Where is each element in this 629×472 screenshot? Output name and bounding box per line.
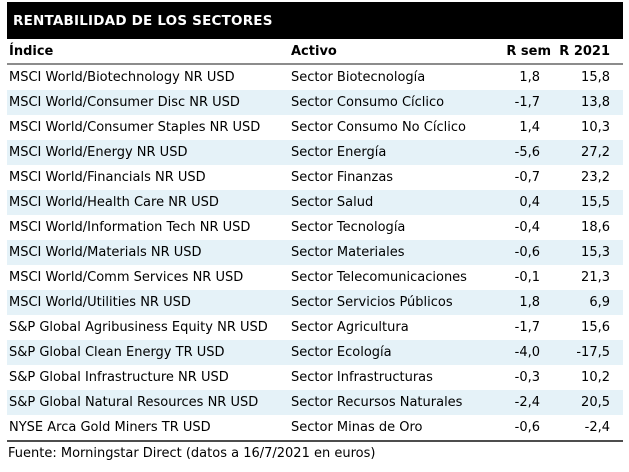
column-header-indice: Índice: [7, 39, 289, 65]
header-row: Índice Activo R sem R 2021: [7, 39, 623, 65]
cell-r-sem: -0,7: [514, 170, 540, 185]
table-row: S&P Global Clean Energy TR USD Sector Eco…: [7, 340, 623, 365]
column-header-activo: Activo: [289, 39, 490, 65]
cell-r-sem: -1,7: [514, 320, 540, 335]
cell-indice: MSCI World/Utilities NR USD: [9, 295, 191, 310]
cell-indice: S&P Global Infrastructure NR USD: [9, 370, 229, 385]
report-title-bar: RENTABILIDAD DE LOS SECTORES: [7, 2, 623, 39]
cell-indice: S&P Global Natural Resources NR USD: [9, 395, 259, 410]
table-row: S&P Global Agribusiness Equity NR USD Sec…: [7, 315, 623, 340]
cell-activo: Sector Consumo Cíclico: [291, 95, 445, 110]
cell-indice: MSCI World/Consumer Staples NR USD: [9, 120, 261, 135]
cell-r-sem: -1,7: [514, 95, 540, 110]
cell-indice: MSCI World/Materials NR USD: [9, 245, 202, 260]
cell-r-2021: 10,3: [581, 120, 610, 135]
cell-r-sem: -0,4: [514, 220, 540, 235]
cell-indice: MSCI World/Health Care NR USD: [9, 195, 219, 210]
sector-returns-table: Índice Activo R sem R 2021 MSCI World/Bi…: [7, 39, 623, 442]
cell-activo: Sector Telecomunicaciones: [291, 270, 467, 285]
cell-indice: MSCI World/Biotechnology NR USD: [9, 70, 235, 85]
cell-r-2021: 10,2: [581, 370, 610, 385]
cell-r-sem: 0,4: [519, 195, 540, 210]
table-row: MSCI World/Financials NR USD Sector Finan…: [7, 165, 623, 190]
cell-activo: Sector Salud: [291, 195, 374, 210]
cell-r-2021: -17,5: [576, 345, 610, 360]
cell-r-2021: 13,8: [581, 95, 610, 110]
cell-activo: Sector Ecología: [291, 345, 392, 360]
cell-r-2021: 27,2: [581, 145, 610, 160]
source-footnote: Fuente: Morningstar Direct (datos a 16/7…: [8, 446, 376, 461]
cell-r-sem: -0,3: [514, 370, 540, 385]
cell-r-2021: 6,9: [589, 295, 610, 310]
table-row: MSCI World/Consumer Disc NR USD Sector Co…: [7, 90, 623, 115]
table-row: S&P Global Infrastructure NR USD Sector I…: [7, 365, 623, 390]
cell-activo: Sector Biotecnología: [291, 70, 426, 85]
table-row: MSCI World/Materials NR USD Sector Materi…: [7, 240, 623, 265]
cell-activo: Sector Tecnología: [291, 220, 406, 235]
table-row: MSCI World/Comm Services NR USD Sector Te…: [7, 265, 623, 290]
cell-activo: Sector Agricultura: [291, 320, 409, 335]
cell-indice: MSCI World/Energy NR USD: [9, 145, 188, 160]
cell-activo: Sector Minas de Oro: [289, 415, 490, 442]
cell-activo: Sector Energía: [291, 145, 387, 160]
cell-r-sem: 1,8: [519, 295, 540, 310]
cell-indice: MSCI World/Comm Services NR USD: [9, 270, 244, 285]
cell-r-2021: 20,5: [581, 395, 610, 410]
cell-r-2021: -2,4: [551, 415, 623, 442]
cell-r-sem: 1,8: [519, 70, 540, 85]
table-row: MSCI World/Utilities NR USD Sector Servic…: [7, 290, 623, 315]
cell-indice: NYSE Arca Gold Miners TR USD: [7, 415, 289, 442]
table-row: MSCI World/Health Care NR USD Sector Salu…: [7, 190, 623, 215]
cell-indice: S&P Global Clean Energy TR USD: [9, 345, 225, 360]
report-title: RENTABILIDAD DE LOS SECTORES: [13, 12, 273, 29]
column-header-r-sem: R sem: [490, 39, 551, 65]
table-row: MSCI World/Consumer Staples NR USD Sector…: [7, 115, 623, 140]
table-header: Índice Activo R sem R 2021: [7, 39, 623, 65]
table-row: S&P Global Natural Resources NR USD Secto…: [7, 390, 623, 415]
table-row: MSCI World/Biotechnology NR USD Sector Bi…: [7, 64, 623, 90]
cell-r-2021: 23,2: [581, 170, 610, 185]
cell-r-2021: 18,6: [581, 220, 610, 235]
cell-activo: Sector Materiales: [291, 245, 405, 260]
cell-r-2021: 15,6: [581, 320, 610, 335]
cell-indice: MSCI World/Financials NR USD: [9, 170, 206, 185]
cell-indice: MSCI World/Information Tech NR USD: [9, 220, 251, 235]
cell-indice: S&P Global Agribusiness Equity NR USD: [9, 320, 268, 335]
cell-r-sem: -0,6: [490, 415, 551, 442]
cell-r-sem: 1,4: [519, 120, 540, 135]
cell-indice: MSCI World/Consumer Disc NR USD: [9, 95, 240, 110]
cell-activo: Sector Recursos Naturales: [291, 395, 463, 410]
cell-activo: Sector Consumo No Cíclico: [291, 120, 466, 135]
cell-r-2021: 21,3: [581, 270, 610, 285]
cell-activo: Sector Servicios Públicos: [291, 295, 453, 310]
cell-r-2021: 15,3: [581, 245, 610, 260]
cell-r-sem: -2,4: [514, 395, 540, 410]
cell-r-2021: 15,5: [581, 195, 610, 210]
cell-r-sem: -0,1: [514, 270, 540, 285]
cell-r-sem: -5,6: [514, 145, 540, 160]
cell-r-2021: 15,8: [581, 70, 610, 85]
table-row: MSCI World/Energy NR USD Sector Energía -5…: [7, 140, 623, 165]
table-body: MSCI World/Biotechnology NR USD Sector Bi…: [7, 64, 623, 442]
cell-r-sem: -0,6: [514, 245, 540, 260]
cell-activo: Sector Infrastructuras: [291, 370, 433, 385]
cell-activo: Sector Finanzas: [291, 170, 394, 185]
table-row: NYSE Arca Gold Miners TR USD Sector Minas…: [7, 415, 623, 442]
cell-r-sem: -4,0: [514, 345, 540, 360]
column-header-r-2021: R 2021: [551, 39, 623, 65]
table-row: MSCI World/Information Tech NR USD Sector…: [7, 215, 623, 240]
